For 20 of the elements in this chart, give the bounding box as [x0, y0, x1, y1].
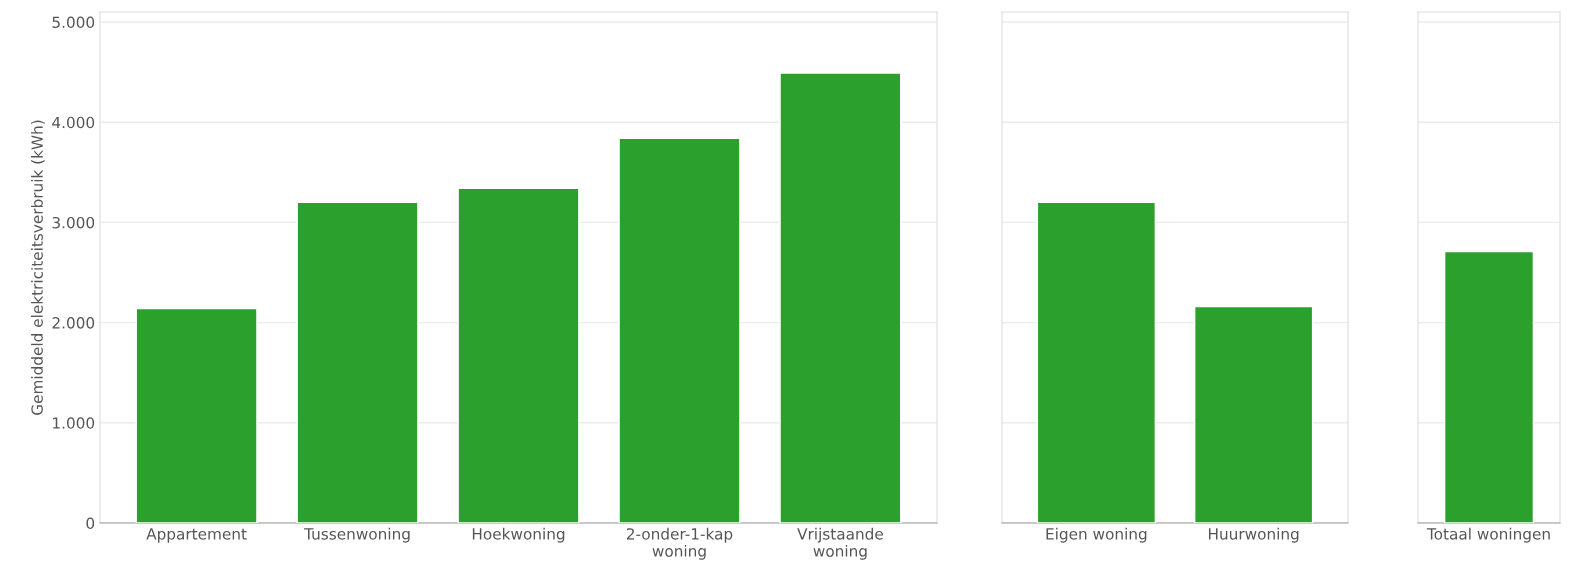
y-tick-label: 0	[86, 517, 95, 530]
y-tick-label: 2.000	[52, 317, 95, 329]
x-tick-label: Huurwoning	[1208, 527, 1299, 543]
y-tick-label: 3.000	[52, 216, 95, 229]
bar	[457, 187, 580, 523]
x-tick-label: Hoekwoning	[472, 527, 565, 543]
bar	[779, 72, 902, 523]
y-tick-label: 5.000	[52, 16, 95, 29]
bar	[618, 137, 741, 523]
bar	[296, 201, 419, 523]
x-tick-label: Totaal woningen	[1426, 527, 1550, 543]
bar	[135, 307, 258, 523]
x-tick-label: Vrijstaande woning	[797, 527, 883, 560]
y-tick-label: 1.000	[53, 417, 95, 429]
y-axis-title: Gemiddeld elektriciteitsverbruik (kWh)	[31, 120, 45, 415]
x-tick-label: 2-onder-1-kap woning	[626, 527, 733, 560]
x-tick-label: Eigen woning	[1046, 527, 1147, 543]
x-tick-label: Tussenwoning	[304, 527, 410, 543]
y-tick-label: 4.000	[52, 116, 95, 129]
x-tick-label: Appartement	[146, 528, 247, 543]
